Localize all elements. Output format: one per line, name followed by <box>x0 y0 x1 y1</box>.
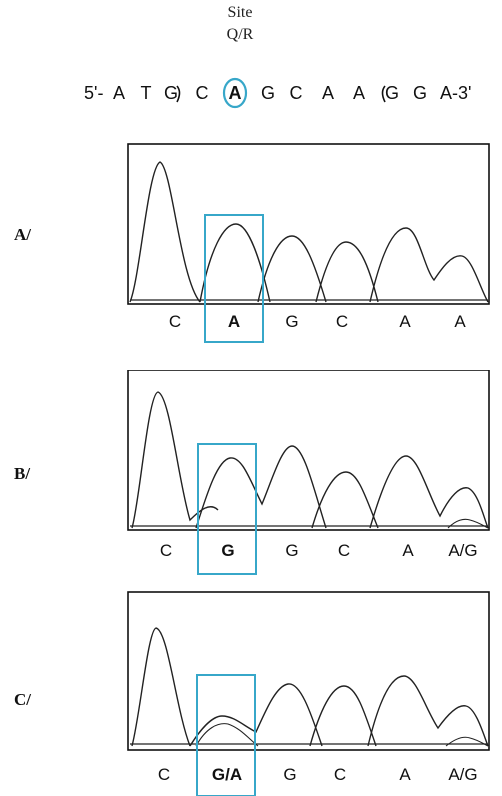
panel-b-label: B/ <box>14 464 31 483</box>
splice-mark-left <box>176 85 181 103</box>
base-call: G <box>221 541 234 560</box>
peak-c2 <box>311 471 379 529</box>
base-call: G <box>285 541 298 560</box>
highlight-box <box>197 443 257 575</box>
base-call: A <box>399 312 411 331</box>
sequence-suffix: -3' <box>452 83 471 103</box>
base-calls: C G G C A A/G <box>160 541 478 560</box>
base-call: A/G <box>448 541 477 560</box>
sequence-base: A <box>229 83 242 103</box>
base-call: C <box>169 312 181 331</box>
peak-a2 <box>369 227 489 303</box>
sequence-base: A <box>322 83 334 103</box>
sequence-base: C <box>290 83 303 103</box>
peak-a <box>199 223 271 303</box>
site-label: Site <box>227 4 253 21</box>
chromatogram-traces <box>130 391 489 529</box>
chromatogram-frame <box>127 143 490 305</box>
base-call: C <box>158 765 170 784</box>
peak-g <box>189 683 323 747</box>
chromatogram-traces <box>129 161 489 303</box>
peak-c <box>129 161 201 303</box>
peak-a <box>367 675 489 747</box>
panel-a-label: A/ <box>14 225 31 244</box>
sequence-base: A <box>113 83 125 103</box>
base-call: A <box>454 312 466 331</box>
chromatogram-panel-b: C G G C A A/G <box>127 370 490 575</box>
base-call: G/A <box>212 765 242 784</box>
base-call: A <box>402 541 414 560</box>
splice-mark-right <box>381 85 386 103</box>
base-calls: C G/A G C A A/G <box>158 765 478 784</box>
sequence-prefix: 5'- <box>84 83 103 103</box>
sequence-base: G <box>164 83 178 103</box>
peak-c2 <box>315 241 379 303</box>
peak-c <box>131 391 219 529</box>
chromatogram-traces <box>130 627 489 747</box>
base-call: G <box>285 312 298 331</box>
peak-c <box>131 627 191 747</box>
base-call: A <box>399 765 411 784</box>
chromatogram-frame <box>127 591 490 751</box>
base-call: C <box>160 541 172 560</box>
sequence-base: T <box>141 83 152 103</box>
peak-a <box>369 455 489 529</box>
peak-g <box>257 235 327 303</box>
site-highlight-circle <box>222 77 248 109</box>
sequence-base: G <box>413 83 427 103</box>
highlight-box <box>204 214 264 343</box>
site-code-label: Q/R <box>226 26 254 43</box>
base-call: A <box>228 312 240 331</box>
base-call: C <box>334 765 346 784</box>
sequence-base: G <box>261 83 275 103</box>
base-call: C <box>336 312 348 331</box>
sequence-base: A <box>353 83 365 103</box>
highlight-box <box>196 674 256 796</box>
base-call: A/G <box>448 765 477 784</box>
sequence-base: C <box>196 83 209 103</box>
base-call: G <box>283 765 296 784</box>
panel-c-label: C/ <box>14 690 31 709</box>
sequence-base: G <box>385 83 399 103</box>
base-call: C <box>338 541 350 560</box>
chromatogram-panel-c: C G/A G C A A/G <box>127 591 490 796</box>
peak-a-overlap <box>195 723 259 747</box>
sequence-base: A <box>440 83 452 103</box>
peak-g <box>195 445 327 529</box>
chromatogram-frame <box>127 370 490 531</box>
peak-c2 <box>309 685 377 747</box>
